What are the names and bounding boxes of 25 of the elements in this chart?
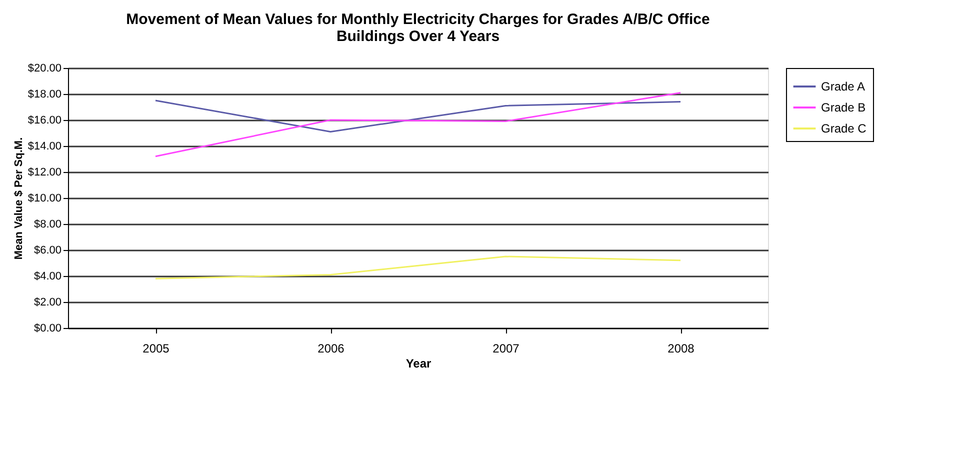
legend-label: Grade A [821, 80, 866, 94]
y-tick-label: $18.00 [28, 88, 62, 100]
y-axis-title: Mean Value $ Per Sq.M. [12, 137, 25, 260]
y-tick-label: $8.00 [34, 218, 62, 230]
y-tick-label: $6.00 [34, 244, 62, 256]
y-tick-label: $10.00 [28, 192, 62, 204]
y-tick-label: $4.00 [34, 270, 62, 282]
y-tick-label: $0.00 [34, 322, 62, 334]
x-tick-label: 2007 [492, 342, 520, 356]
x-tick-label: 2008 [668, 342, 695, 356]
y-tick-label: $16.00 [28, 114, 62, 126]
line-series [154, 100, 682, 132]
text: Movement of Mean Values for Monthly Electricity Charges for Grades A/B/C Office [126, 11, 710, 28]
x-axis-title: Year [406, 356, 432, 370]
line-series [154, 92, 682, 158]
y-tick-label: $14.00 [28, 140, 62, 152]
legend-label: Grade B [821, 100, 866, 114]
y-tick-label: $12.00 [28, 166, 62, 178]
text: Buildings Over 4 Years [336, 28, 500, 45]
x-tick-label: 2005 [142, 342, 170, 356]
y-tick-label: $20.00 [28, 62, 62, 74]
line-series [154, 256, 682, 280]
y-tick-label: $2.00 [34, 296, 62, 308]
x-tick-label: 2006 [318, 342, 345, 356]
legend-label: Grade C [821, 122, 867, 136]
